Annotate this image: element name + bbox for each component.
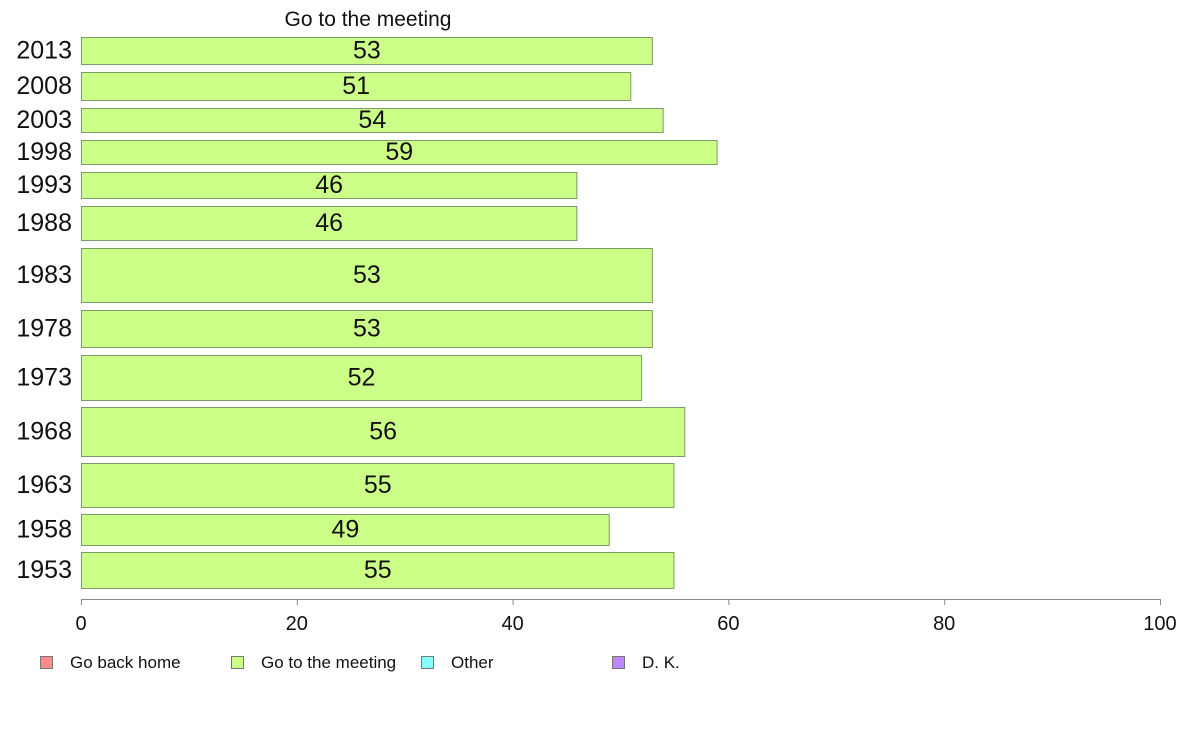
category-label: 1993 [16,171,72,199]
legend: Go back home Go to the meeting Other D. K. [40,653,680,672]
bar [81,310,653,348]
bar [81,172,578,199]
value-label: 53 [353,315,381,343]
category-label: 1963 [16,471,72,499]
category-label: 1973 [16,364,72,392]
category-label: 1983 [16,261,72,289]
value-label: 54 [358,106,386,134]
category-label: 1998 [16,138,72,166]
x-tick-label: 60 [717,613,739,635]
category-label: 2003 [16,106,72,134]
bar [81,514,610,546]
x-axis: 0 20 40 60 80 100 [75,599,1177,635]
category-label: 2013 [16,37,72,65]
legend-label: D. K. [642,653,680,672]
chart-title: Go to the meeting [285,8,452,31]
value-label: 55 [364,556,392,584]
legend-label: Go back home [70,653,181,672]
bar [81,463,675,508]
value-label: 49 [331,516,359,544]
x-tick-label: 20 [286,613,308,635]
legend-label: Other [451,653,494,672]
bars-layer: 2013 53 2008 51 2003 54 1998 59 1993 46 1988 46 1983… [16,37,718,589]
legend-label: Go to the meeting [261,653,396,672]
category-label: 1953 [16,556,72,584]
value-label: 46 [315,171,343,199]
category-label: 2008 [16,72,72,100]
legend-swatch [421,656,434,669]
legend-swatch [231,656,244,669]
bar [81,37,653,65]
category-label: 1968 [16,418,72,446]
value-label: 55 [364,471,392,499]
value-label: 52 [348,364,376,392]
bar [81,206,578,241]
legend-swatch [40,656,53,669]
value-label: 53 [353,261,381,289]
x-tick-label: 100 [1143,613,1176,635]
value-label: 56 [369,418,397,446]
x-tick-label: 40 [501,613,523,635]
value-label: 51 [342,72,370,100]
category-label: 1958 [16,516,72,544]
x-tick-label: 0 [75,613,86,635]
legend-swatch [612,656,625,669]
value-label: 59 [385,138,413,166]
x-tick-label: 80 [933,613,955,635]
value-label: 46 [315,209,343,237]
bar [81,552,675,589]
value-label: 53 [353,37,381,65]
bar [81,355,643,401]
category-label: 1978 [16,315,72,343]
category-label: 1988 [16,209,72,237]
bar [81,140,718,165]
bar [81,248,653,303]
bar [81,108,664,133]
bar [81,72,632,101]
bar [81,407,686,457]
